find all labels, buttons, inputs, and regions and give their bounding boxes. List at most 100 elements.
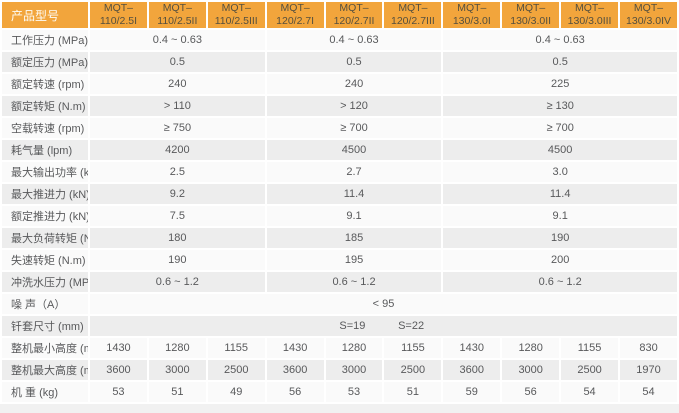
spec-row: 钎套尺寸 (mm) S=19 S=22 bbox=[2, 316, 677, 336]
value-cell: 195 bbox=[266, 250, 442, 270]
value-cell: 4200 bbox=[90, 140, 265, 160]
value-cell: 200 bbox=[443, 250, 677, 270]
value-cell: 3.0 bbox=[443, 162, 677, 182]
value-cell: 56 bbox=[502, 382, 560, 402]
value-cell: 4500 bbox=[443, 140, 677, 160]
spec-row: 空载转速 (rpm) ≥ 750 ≥ 700 ≥ 700 bbox=[2, 118, 677, 138]
model-name-line2: 110/2.5II bbox=[157, 15, 198, 27]
spec-row: 额定转矩 (N.m) > 110 > 120 ≥ 130 bbox=[2, 96, 677, 116]
value-cell: 0.4 ~ 0.63 bbox=[443, 30, 677, 50]
value-cell: 11.4 bbox=[266, 184, 442, 204]
model-name-line2: 120/2.7I bbox=[276, 15, 315, 27]
value-cell: 56 bbox=[266, 382, 324, 402]
model-name-line1: MQT– bbox=[103, 2, 134, 15]
value-cell: 53 bbox=[90, 382, 147, 402]
value-cell: 0.6 ~ 1.2 bbox=[266, 272, 442, 292]
spec-row: 失速转矩 (N.m) 190 195 200 bbox=[2, 250, 677, 270]
sleeve-size-value: S=19 bbox=[339, 320, 366, 332]
spec-row: 机 重 (kg) 53 51 49 56 53 51 59 56 54 54 bbox=[2, 382, 677, 402]
value-cell: 51 bbox=[148, 382, 206, 402]
model-name-line2: 120/2.7III bbox=[391, 15, 435, 27]
value-cell: 7.5 bbox=[90, 206, 265, 226]
row-label-cell: 整机最小高度 (mm) bbox=[2, 338, 88, 358]
value-cell: 1430 bbox=[443, 338, 501, 358]
row-label-cell: 整机最大高度 (mm) bbox=[2, 360, 88, 380]
model-header-cell: MQT– 130/3.0III bbox=[561, 2, 619, 28]
spec-row: 噪 声（A） < 95 bbox=[2, 294, 677, 314]
model-name-line2: 130/3.0II bbox=[510, 15, 552, 27]
row-label-cell: 最大负荷转矩 (N.m) bbox=[2, 228, 88, 248]
value-cell: 49 bbox=[207, 382, 265, 402]
value-cell: 2500 bbox=[207, 360, 265, 380]
spec-table-body: 工作压力 (MPa) 0.4 ~ 0.63 0.4 ~ 0.63 0.4 ~ 0.63… bbox=[2, 30, 677, 402]
value-cell: 0.6 ~ 1.2 bbox=[443, 272, 677, 292]
value-cell: 3000 bbox=[148, 360, 206, 380]
spec-table: 产品型号 MQT– 110/2.5I MQT– 110/2.5II MQT– 110/2.5… bbox=[2, 2, 677, 402]
model-name-line1: MQT– bbox=[633, 2, 664, 15]
model-name-line1: MQT– bbox=[162, 2, 192, 15]
model-name-line2: 130/3.0I bbox=[452, 15, 491, 27]
value-cell: 2.5 bbox=[90, 162, 265, 182]
sleeve-size-value: S=22 bbox=[398, 320, 425, 332]
spec-row: 工作压力 (MPa) 0.4 ~ 0.63 0.4 ~ 0.63 0.4 ~ 0.63 bbox=[2, 30, 677, 50]
value-cell: 54 bbox=[561, 382, 619, 402]
value-cell: 240 bbox=[90, 74, 265, 94]
model-name-line2: 110/2.5I bbox=[99, 15, 138, 27]
value-cell: 0.4 ~ 0.63 bbox=[90, 30, 265, 50]
row-label-cell: 噪 声（A） bbox=[2, 294, 88, 314]
table-bottom-edge bbox=[0, 404, 679, 413]
value-cell: 0.6 ~ 1.2 bbox=[90, 272, 265, 292]
value-cell: 3000 bbox=[502, 360, 560, 380]
value-cell: 2500 bbox=[384, 360, 442, 380]
model-name-line1: MQT– bbox=[221, 2, 251, 15]
value-cell: 190 bbox=[443, 228, 677, 248]
spec-row: 冲洗水压力 (MPa)0.6 ~ 1.20.6 ~ 1.20.6 ~ 1.2 bbox=[2, 272, 677, 292]
value-cell: 1155 bbox=[207, 338, 265, 358]
model-name-line2: 130/3.0III bbox=[567, 15, 612, 27]
model-name-line2: 110/2.5III bbox=[214, 15, 258, 27]
row-label-cell: 额定压力 (MPa) bbox=[2, 52, 88, 72]
row-label-cell: 额定转矩 (N.m) bbox=[2, 96, 88, 116]
model-name-line1: MQT– bbox=[457, 2, 487, 15]
value-cell: 59 bbox=[443, 382, 501, 402]
row-label-cell: 工作压力 (MPa) bbox=[2, 30, 88, 50]
model-header-cell: MQT– 130/3.0I bbox=[443, 2, 501, 28]
spec-row: 整机最大高度 (mm)36003000250036003000250036003… bbox=[2, 360, 677, 380]
value-cell: 1280 bbox=[148, 338, 206, 358]
value-cell: 4500 bbox=[266, 140, 442, 160]
model-header-cell: MQT– 110/2.5III bbox=[207, 2, 265, 28]
value-cell: 0.4 ~ 0.63 bbox=[266, 30, 442, 50]
spec-row: 额定压力 (MPa) 0.5 0.5 0.5 bbox=[2, 52, 677, 72]
corner-cell: 产品型号 bbox=[2, 2, 88, 28]
value-cell: 1280 bbox=[325, 338, 383, 358]
value-cell: 9.1 bbox=[266, 206, 442, 226]
value-cell: 3600 bbox=[90, 360, 147, 380]
value-cell: 1155 bbox=[384, 338, 442, 358]
value-cell: 1155 bbox=[561, 338, 619, 358]
value-cell: 0.5 bbox=[266, 52, 442, 72]
merged-value-cell: < 95 bbox=[90, 294, 677, 314]
value-cell: 180 bbox=[90, 228, 265, 248]
row-label-cell: 冲洗水压力 (MPa) bbox=[2, 272, 88, 292]
spec-row: 整机最小高度 (mm)14301280115514301280115514301… bbox=[2, 338, 677, 358]
model-name-line2: 130/3.0IV bbox=[626, 15, 671, 27]
value-cell: 2500 bbox=[561, 360, 619, 380]
spec-row: 最大推进力 (kN) 9.2 11.4 11.4 bbox=[2, 184, 677, 204]
value-cell: 9.2 bbox=[90, 184, 265, 204]
model-header-cell: MQT– 110/2.5II bbox=[148, 2, 206, 28]
value-cell: ≥ 700 bbox=[266, 118, 442, 138]
row-label-cell: 最大推进力 (kN) bbox=[2, 184, 88, 204]
model-header-cell: MQT– 130/3.0II bbox=[502, 2, 560, 28]
model-name-line1: MQT– bbox=[516, 2, 546, 15]
value-cell: 830 bbox=[620, 338, 677, 358]
value-cell: 1430 bbox=[90, 338, 147, 358]
value-cell: 54 bbox=[620, 382, 677, 402]
model-header-cell: MQT– 120/2.7I bbox=[266, 2, 324, 28]
value-cell: 51 bbox=[384, 382, 442, 402]
value-cell: 0.5 bbox=[443, 52, 677, 72]
value-cell: 240 bbox=[266, 74, 442, 94]
spec-table-header: 产品型号 MQT– 110/2.5I MQT– 110/2.5II MQT– 110/2.5… bbox=[2, 2, 677, 28]
spec-row: 耗气量 (lpm) 4200 4500 4500 bbox=[2, 140, 677, 160]
row-label-cell: 耗气量 (lpm) bbox=[2, 140, 88, 160]
